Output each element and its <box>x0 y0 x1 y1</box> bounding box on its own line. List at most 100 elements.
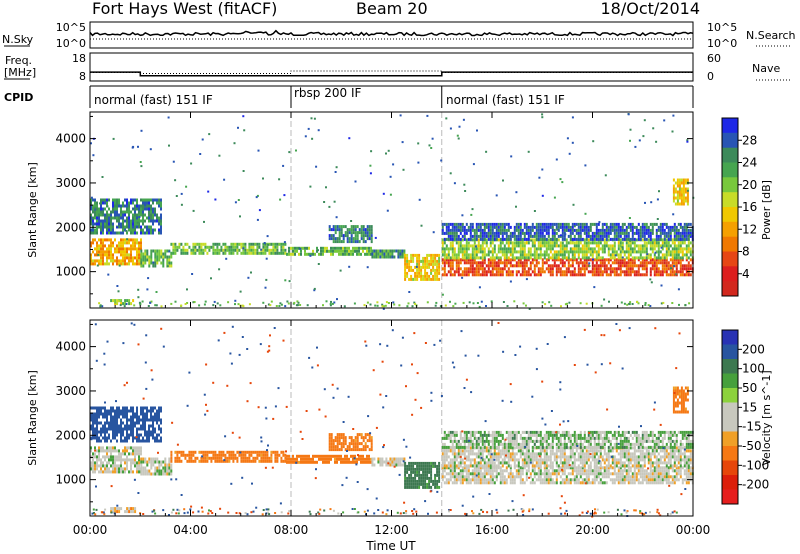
power-echo-cell <box>130 198 132 202</box>
power-echo-band-9 <box>441 258 694 277</box>
velocity-echo-cell <box>130 461 132 465</box>
power-echo-cell <box>144 225 146 229</box>
power-echo-cell <box>489 270 492 274</box>
velocity-echo-cell <box>114 461 116 465</box>
power-echo-cell <box>459 258 462 262</box>
power-echo-cell <box>140 264 143 268</box>
velocity-echo-cell <box>527 469 530 473</box>
power-echo-cell <box>615 231 618 235</box>
power-echo-cell <box>443 237 446 241</box>
velocity-echo-cell <box>196 456 199 460</box>
power-echo-cell <box>449 267 452 271</box>
velocity-echo-cell <box>106 464 108 468</box>
power-echo-cell <box>108 228 110 232</box>
power-echo-cell <box>356 246 358 250</box>
velocity-echo-cell <box>348 436 351 440</box>
power-echo-cell <box>244 248 247 252</box>
power-echo-cell <box>180 242 183 246</box>
power-echo-cell <box>102 247 104 251</box>
power-echo-cell <box>366 225 369 229</box>
velocity-echo-cell <box>102 470 104 474</box>
power-echo-cell <box>595 267 598 271</box>
power-echo-cell <box>432 259 435 263</box>
power-echo-cell <box>637 273 640 277</box>
velocity-echo-cell <box>414 467 417 471</box>
velocity-echo-cell <box>513 481 516 485</box>
velocity-echo-cell <box>334 436 337 440</box>
power-echo-cell <box>330 234 333 238</box>
power-echo-cell <box>529 261 532 265</box>
velocity-echo-cell <box>412 467 415 471</box>
power-echo-cell <box>206 245 209 249</box>
power-echo-cell <box>451 222 454 226</box>
power-echo-cell <box>100 210 102 214</box>
velocity-echo-cell <box>94 461 96 465</box>
power-ground-point <box>198 304 201 307</box>
power-echo-cell <box>438 259 441 263</box>
power-echo-cell <box>248 242 251 246</box>
power-ground-point <box>154 304 157 307</box>
power-echo-cell <box>459 225 462 229</box>
velocity-echo-cell <box>160 439 162 443</box>
power-echo-band-1 <box>90 238 142 266</box>
velocity-echo-cell <box>160 427 162 431</box>
power-echo-cell <box>158 258 161 262</box>
velocity-echo-cell <box>426 470 429 474</box>
power-echo-cell <box>585 237 588 241</box>
power-echo-cell <box>603 267 606 271</box>
velocity-echo-cell <box>118 470 120 474</box>
velocity-echo-cell <box>420 464 423 468</box>
velocity-echo-cell <box>539 475 542 479</box>
velocity-echo-cell <box>130 430 132 434</box>
velocity-echo-cell <box>240 456 243 460</box>
velocity-echo-cell <box>499 472 502 476</box>
velocity-echo-cell <box>505 478 508 482</box>
velocity-echo-cell <box>475 475 478 479</box>
velocity-echo-cell <box>368 448 371 452</box>
velocity-echo-cell <box>132 418 134 422</box>
power-echo-cell <box>106 228 108 232</box>
power-echo-cell <box>436 268 439 272</box>
power-echo-cell <box>677 241 680 245</box>
power-echo-cell <box>519 228 522 232</box>
power-echo-cell <box>583 273 586 277</box>
power-echo-cell <box>160 225 162 229</box>
power-echo-cell <box>579 228 582 232</box>
power-echo-cell <box>675 231 678 235</box>
power-echo-cell <box>116 210 118 214</box>
velocity-echo-cell <box>104 430 106 434</box>
power-echo-cell <box>377 249 380 253</box>
power-echo-cell <box>280 242 283 246</box>
velocity-echo-cell <box>176 456 179 460</box>
power-scatter-point <box>237 199 240 201</box>
power-echo-cell <box>607 261 610 265</box>
power-echo-cell <box>142 210 144 214</box>
power-echo-cell <box>148 207 150 211</box>
power-echo-cell <box>222 251 225 255</box>
power-echo-cell <box>619 231 622 235</box>
power-echo-cell <box>645 250 648 254</box>
power-echo-cell <box>587 238 590 242</box>
power-echo-cell <box>443 264 446 268</box>
power-echo-cell <box>465 228 468 232</box>
power-echo-cell <box>92 250 94 254</box>
power-echo-cell <box>529 247 532 251</box>
power-echo-cell <box>200 251 203 255</box>
power-echo-cell <box>635 273 638 277</box>
velocity-echo-cell <box>383 460 386 464</box>
power-echo-cell <box>678 184 681 188</box>
power-echo-cell <box>226 248 229 252</box>
power-echo-cell <box>170 242 173 246</box>
velocity-echo-cell <box>136 470 138 474</box>
power-echo-cell <box>673 244 676 248</box>
power-echo-cell <box>479 231 482 235</box>
velocity-echo-cell <box>410 470 413 474</box>
power-echo-cell <box>567 228 570 232</box>
power-echo-cell <box>641 231 644 235</box>
velocity-echo-cell <box>144 415 146 419</box>
power-echo-cell <box>627 250 630 254</box>
power-echo-cell <box>120 213 122 217</box>
power-echo-cell <box>158 201 160 205</box>
power-echo-cell <box>669 270 672 274</box>
power-echo-cell <box>473 241 476 245</box>
